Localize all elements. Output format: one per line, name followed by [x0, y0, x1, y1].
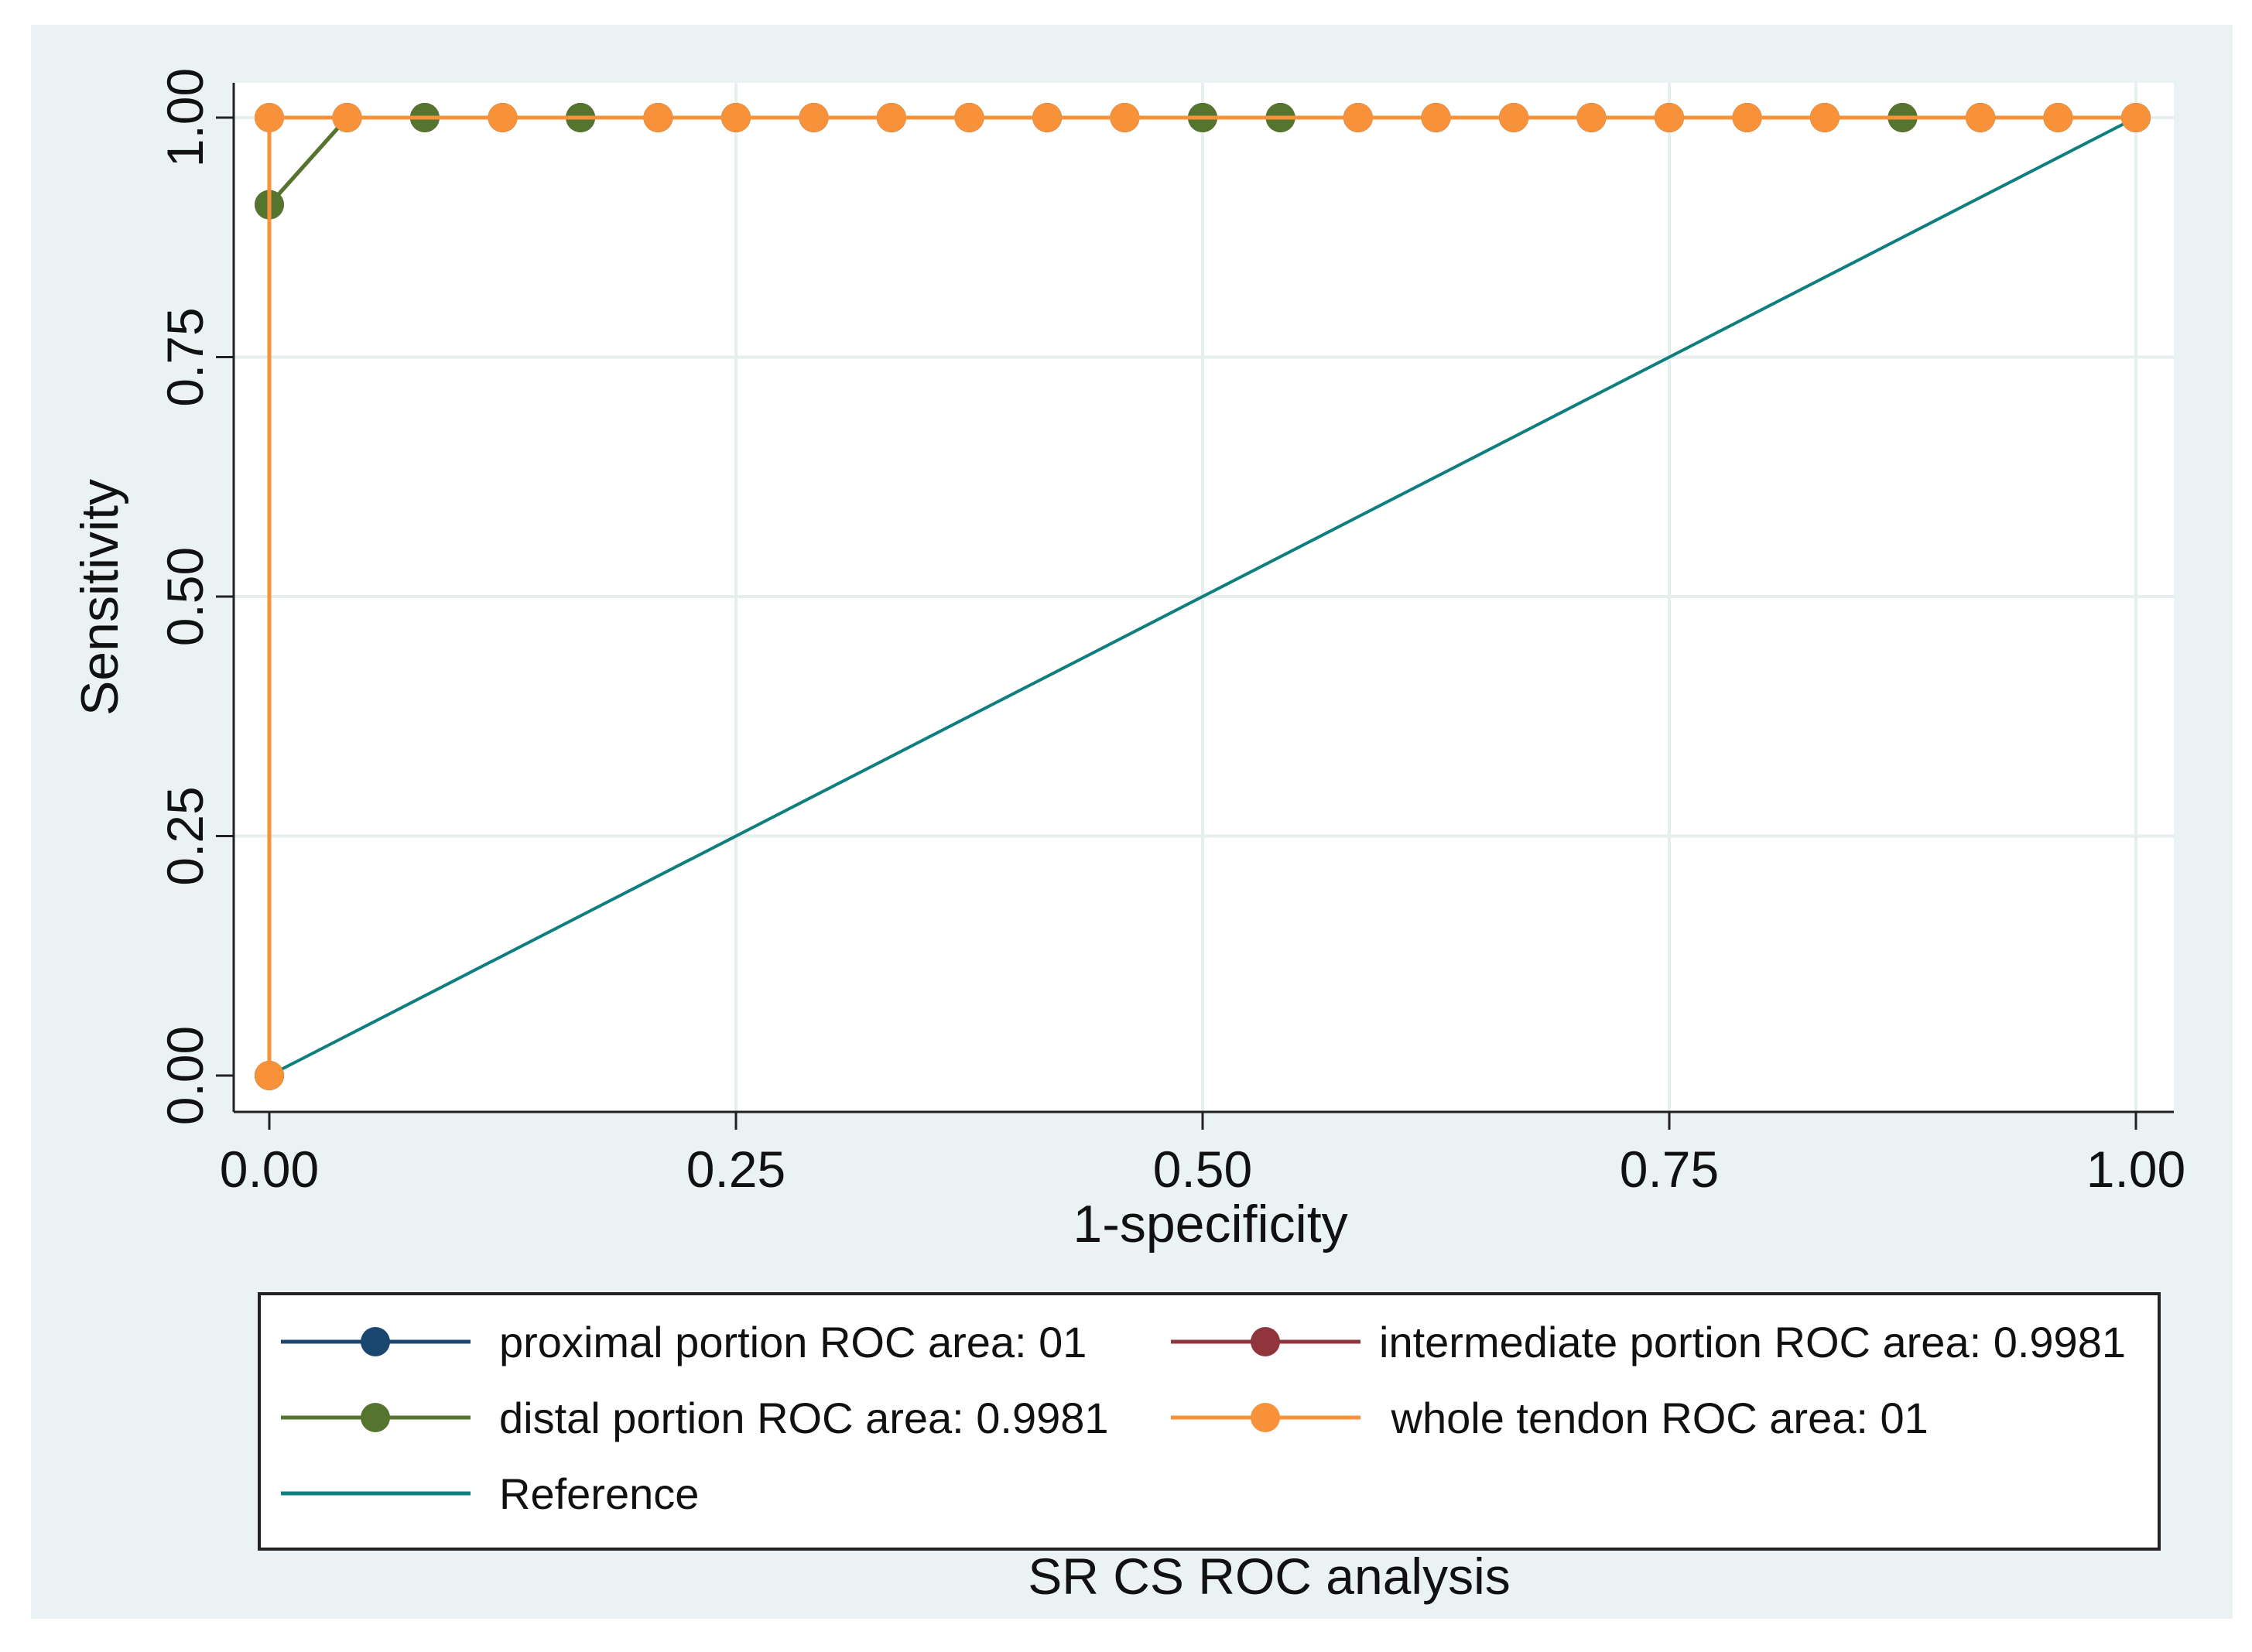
data-point	[488, 103, 518, 132]
x-tick-label: 0.25	[686, 1141, 785, 1198]
x-axis-title: 1-specificity	[1073, 1195, 1347, 1254]
legend-label: whole tendon ROC area: 01	[1379, 1394, 1929, 1442]
legend-swatch-marker	[361, 1327, 390, 1356]
legend-item-reference: Reference	[281, 1469, 699, 1518]
legend-label: intermediate portion ROC area: 0.9981	[1379, 1318, 2126, 1366]
figure-background: 0.00 0.25 0.50 0.75 1.00 0.00 0.25 0.50 0.75 1.00…	[31, 25, 2233, 1619]
y-tick-label: 0.00	[156, 1026, 214, 1125]
legend-swatch-marker	[1251, 1403, 1280, 1432]
y-tick-label: 1.00	[156, 68, 214, 167]
legend-item-distal-portion-roc-area-0-9981: distal portion ROC area: 0.9981	[281, 1394, 1109, 1442]
legend-swatch-marker	[1251, 1327, 1280, 1356]
data-point	[1809, 103, 1840, 132]
y-tick-label: 0.75	[156, 307, 214, 406]
data-point	[1499, 103, 1529, 132]
data-point	[721, 103, 751, 132]
data-point	[2043, 103, 2073, 132]
data-point	[1110, 103, 1140, 132]
y-axis-title: Sensitivity	[70, 479, 129, 716]
data-point	[1343, 103, 1373, 132]
x-tick-label: 1.00	[2086, 1141, 2185, 1198]
data-point	[876, 103, 906, 132]
series-whole-tendon-roc-area-01	[255, 103, 2151, 1090]
chart-note: SR CS ROC analysis	[1028, 1548, 1511, 1605]
legend: proximal portion ROC area: 01 intermediat…	[281, 1318, 2126, 1518]
data-point	[332, 103, 362, 132]
data-point	[1576, 103, 1607, 132]
series-line	[269, 116, 2137, 1077]
data-point	[255, 103, 284, 132]
legend-label: proximal portion ROC area: 01	[499, 1318, 1087, 1366]
data-point	[643, 103, 673, 132]
data-point	[1966, 103, 1996, 132]
data-point	[255, 1061, 284, 1090]
data-point	[1732, 103, 1762, 132]
x-tick-label: 0.75	[1620, 1141, 1719, 1198]
series	[255, 103, 2151, 1090]
y-tick-label: 0.25	[156, 786, 214, 885]
data-point	[1032, 103, 1063, 132]
data-point	[1421, 103, 1451, 132]
y-tick-label: 0.50	[156, 547, 214, 646]
legend-label: distal portion ROC area: 0.9981	[499, 1394, 1109, 1442]
legend-item-whole-tendon-roc-area-01: whole tendon ROC area: 01	[1171, 1394, 1929, 1442]
data-point	[954, 103, 984, 132]
data-point	[799, 103, 829, 132]
legend-box	[258, 1292, 2161, 1551]
legend-item-intermediate-portion-roc-area-0-9981: intermediate portion ROC area: 0.9981	[1171, 1318, 2126, 1366]
x-tick-label: 0.50	[1153, 1141, 1252, 1198]
roc-chart: 0.00 0.25 0.50 0.75 1.00 0.00 0.25 0.50 0.75 1.00…	[70, 68, 2185, 1605]
legend-label: Reference	[499, 1469, 699, 1518]
data-point	[2121, 103, 2151, 132]
axes: 0.00 0.25 0.50 0.75 1.00 0.00 0.25 0.50 0.75 1.00	[156, 68, 2185, 1198]
data-point	[1655, 103, 1684, 132]
x-tick-label: 0.00	[220, 1141, 319, 1198]
legend-swatch-marker	[361, 1403, 390, 1432]
series-reference	[269, 116, 2137, 1077]
legend-item-proximal-portion-roc-area-01: proximal portion ROC area: 01	[281, 1318, 1087, 1366]
